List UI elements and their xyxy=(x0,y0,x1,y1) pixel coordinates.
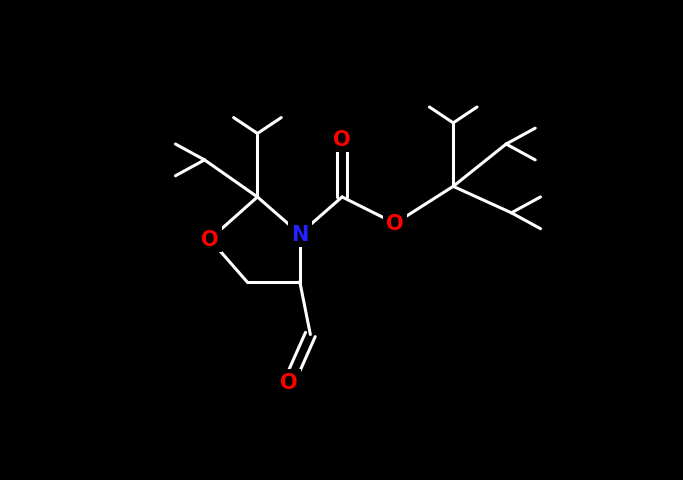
Text: O: O xyxy=(201,230,219,250)
Text: O: O xyxy=(386,214,404,234)
Text: O: O xyxy=(333,130,351,149)
Text: N: N xyxy=(291,225,309,244)
Text: O: O xyxy=(281,372,298,392)
